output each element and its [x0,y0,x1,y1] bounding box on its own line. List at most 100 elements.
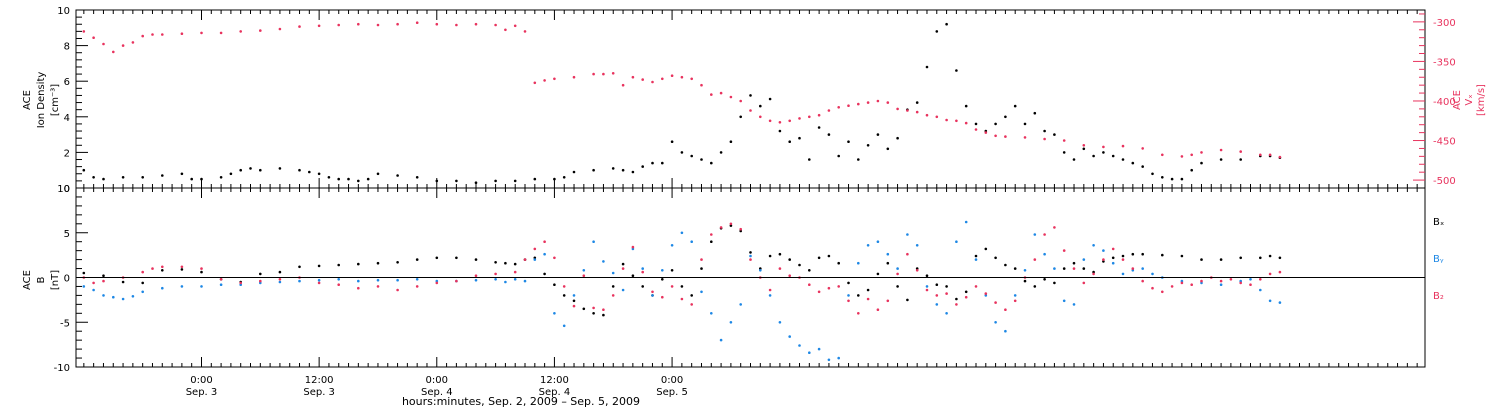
bz-point [533,247,537,251]
by-point [690,240,693,243]
vx-point [680,75,684,79]
vx-point [376,23,380,27]
vx-point [631,75,635,79]
by-point [1200,281,1203,285]
bz-point [151,267,154,270]
vx-point [1102,145,1105,149]
bz-point [680,297,684,301]
ion-density-point [1190,168,1193,172]
vx-point [317,24,321,28]
vx-point [180,32,184,35]
bx-point [1082,267,1086,270]
ion-density-point [1111,154,1115,158]
ion-density-point [249,167,252,170]
ion-density-point [886,147,890,151]
bx-point [415,258,419,261]
bx-point [729,224,733,227]
by-point [817,347,821,351]
bz-point [1151,286,1154,290]
ion-density-point [729,140,733,143]
by-point [582,269,586,272]
bz-point [239,281,242,285]
vx-point [455,23,458,27]
ion-density-point [1033,111,1037,115]
bx-point [494,261,497,264]
vx-point [670,74,674,77]
vx-label-line3: [km/s] [1476,84,1487,116]
bx-point [1033,285,1037,288]
by-point [180,285,184,288]
bz-point [994,301,997,304]
field-label-line1: ACE [22,270,33,290]
by-point [523,279,527,283]
vx-point [817,113,821,117]
bz-point [778,267,782,270]
by-point [778,321,782,324]
bx-point [513,262,517,266]
ion-density-point [1200,161,1203,165]
by-point [337,278,341,281]
bz-point [200,267,203,270]
bz-point [219,278,223,281]
ion-density-point [719,151,723,154]
by-point [131,295,135,298]
bx-point [317,264,321,268]
x-tick-date-label: Sep. 3 [186,387,218,398]
bz-point [945,292,948,295]
bz-point [376,285,380,288]
by-point [1092,244,1095,247]
bx-point [935,283,939,287]
bx-point [200,270,203,274]
bz-point [1239,281,1242,285]
ion-density-point [994,122,997,126]
bx-point [847,281,850,285]
ion-density-point [768,97,772,101]
bz-point [1219,279,1223,283]
bz-point [562,285,566,288]
ion-density-point [1053,133,1056,136]
vx-point [602,72,605,76]
by-point [1062,299,1066,303]
by-point [1013,294,1017,297]
ion-density-point [298,168,301,172]
bz-point [719,226,723,229]
bx-point [974,254,978,258]
bz-point [661,295,664,299]
bz-point [729,222,733,226]
ion-density-tick-label: 0 [64,184,70,195]
bx-point [1004,263,1007,267]
ion-density-point [964,104,968,108]
by-point [219,283,223,287]
vx-point [964,121,968,125]
bx-point [710,240,713,243]
bz-point [866,297,870,301]
bx-point [1161,253,1164,257]
ion-density-point [239,168,242,172]
field-tick-label: 5 [64,229,70,240]
bx-point [259,272,262,276]
by-point [553,312,556,315]
vx-point [798,117,801,120]
x-tick-time-label: 0:00 [661,375,683,386]
ion-density-point [229,172,233,176]
bz-point [700,258,703,261]
bz-point [1013,299,1017,303]
ion-density-point [1121,158,1125,161]
bx-point [739,229,742,233]
field-tick-label: 10 [57,184,70,195]
ion-density-point [1161,176,1164,179]
vx-point [710,93,713,96]
by-point [759,269,762,272]
vx-point [102,42,105,46]
by-point [798,344,801,347]
bx-point [592,312,595,315]
bx-point [1111,256,1115,260]
vx-point [1180,155,1184,158]
bz-point [925,288,929,292]
bz-point [337,283,341,287]
bz-point [455,279,458,283]
by-point [513,278,517,281]
bx-point [298,265,301,269]
by-point [1072,303,1076,306]
